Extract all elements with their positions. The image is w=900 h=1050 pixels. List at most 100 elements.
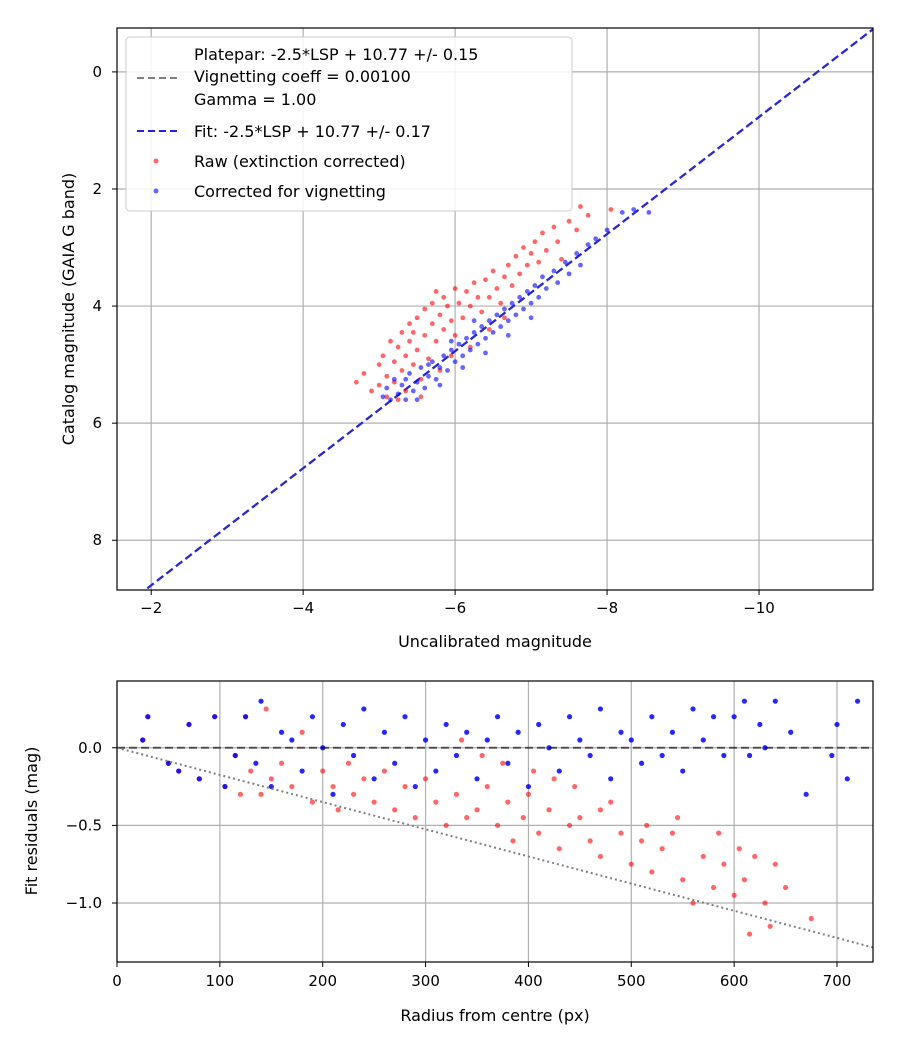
raw-residual-point [746,931,753,937]
corrected-residual-point [515,729,521,735]
corrected-residual-point [361,706,367,712]
corrected-residual-point [690,706,696,712]
raw-residual-point [320,768,326,774]
raw-residual-point [530,768,537,774]
raw-residual-point [361,776,367,782]
raw-residual-point [402,783,408,790]
corrected-residual-point [453,752,460,759]
raw-point [471,280,477,286]
corrected-residual-point [854,698,861,704]
residuals-plot-frame [116,680,874,963]
magnitude-plot-xtick-label: −10 [743,599,775,617]
raw-residual-point [484,783,490,790]
raw-residual-point [335,807,341,813]
magnitude-plot-xlabel: Uncalibrated magnitude [398,632,592,651]
corrected-point [574,250,580,256]
raw-residual-point [371,799,377,805]
raw-residual-point [299,729,305,735]
raw-residual-point [597,807,604,813]
corrected-point [429,359,435,365]
raw-point [422,306,428,312]
raw-residual-point [268,776,274,782]
corrected-point [646,210,652,215]
corrected-residual-point [278,729,285,735]
corrected-point [505,318,511,324]
corrected-point [498,324,504,329]
raw-residual-point [546,807,552,813]
legend-corrected-label: Corrected for vignetting [194,182,386,201]
raw-residual-point [556,846,562,852]
raw-point [380,353,386,359]
residuals-plot-ylabel: Fit residuals (mag) [22,747,41,896]
corrected-residual-point [371,776,377,782]
corrected-point [578,262,583,268]
corrected-point [433,376,439,382]
raw-point [555,239,561,245]
raw-point [399,368,405,373]
raw-point [505,262,511,268]
raw-residual-point [690,900,696,906]
raw-residual-point [309,799,316,805]
raw-point [407,338,412,344]
corrected-point [380,394,386,400]
corrected-residual-point [165,760,172,766]
raw-residual-point [494,822,501,828]
raw-point [566,218,572,224]
corrected-point [543,286,549,291]
residuals-plot-xlabel: Radius from centre (px) [400,1006,589,1025]
raw-residual-point [700,853,706,860]
raw-residual-point [525,791,532,797]
raw-point [437,312,443,318]
magnitude-plot-ytick-label: 2 [92,180,102,198]
residuals-plot-xtick-label: 100 [206,972,235,990]
corrected-residual-point [597,706,604,712]
raw-point [585,212,591,218]
raw-residual-point [458,737,465,743]
corrected-point [555,280,561,286]
corrected-point [505,332,511,338]
corrected-point [452,359,458,365]
corrected-point [460,353,466,359]
corrected-residual-point [140,737,146,743]
corrected-point [471,330,477,335]
corrected-residual-point [731,714,737,720]
corrected-residual-point [258,698,264,704]
corrected-residual-point [566,714,573,720]
residuals-plot-xtick-label: 400 [514,972,543,990]
raw-point [578,204,583,209]
corrected-residual-point [536,721,542,728]
corrected-residual-point [212,714,218,720]
corrected-residual-point [649,714,655,720]
raw-point [475,294,481,300]
corrected-residual-point [556,768,562,774]
raw-residual-point [479,752,485,759]
raw-point [521,245,526,250]
corrected-point [540,274,545,280]
raw-point [441,327,447,332]
corrected-residual-point [803,791,809,797]
raw-residual-point [350,791,357,797]
corrected-residual-point [608,776,614,782]
corrected-point [384,385,390,391]
raw-point [524,262,530,268]
residuals-plot-xtick-label: 600 [720,972,749,990]
corrected-residual-point [412,783,418,790]
residuals-plot-xtick-label: 500 [617,972,646,990]
magnitude-plot-ytick-label: 6 [92,414,102,432]
raw-point [384,394,390,400]
raw-residual-point [721,861,727,867]
corrected-point [604,227,610,233]
corrected-point [437,382,443,388]
corrected-point [509,300,515,306]
raw-point [441,294,447,300]
corrected-residual-point [680,768,686,774]
corrected-residual-point [741,698,748,704]
raw-point [410,330,416,335]
corrected-point [532,283,538,288]
corrected-point [407,370,412,376]
raw-point [528,250,534,256]
corrected-residual-point [505,760,511,766]
raw-residual-point [505,799,511,805]
